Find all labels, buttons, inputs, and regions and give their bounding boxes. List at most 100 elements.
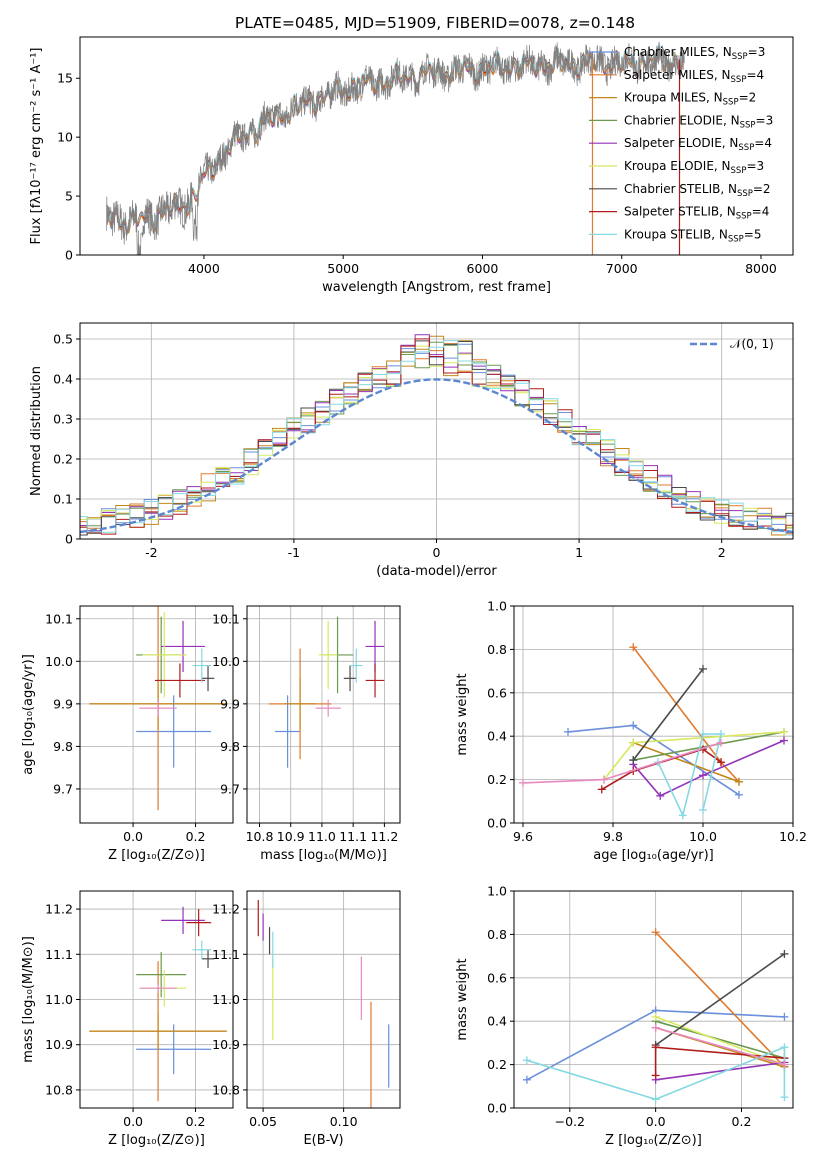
y-tick-label: 9.9 xyxy=(220,696,240,711)
x-tick-label: 11.0 xyxy=(308,829,336,844)
y-tick-label: 0.2 xyxy=(53,452,73,467)
x-axis-label: Z [log₁₀(Z/Z⊙)] xyxy=(108,848,205,863)
histogram-step-line xyxy=(80,340,793,536)
y-axis-label: mass [log₁₀(M/M⊙)] xyxy=(21,936,36,1063)
mass-weight-vs-age-panel: 9.6 9.8 10.0 10.2 0.0 0.2 0.4 0.6 0.8 1.0 age [log… xyxy=(455,599,807,864)
y-tick-label: 0.0 xyxy=(487,816,507,831)
y-tick-label: 0.2 xyxy=(487,1057,507,1072)
y-tick-label: 10.1 xyxy=(45,611,73,626)
y-tick-label: 11.1 xyxy=(212,947,240,962)
y-tick-label: 11.0 xyxy=(212,992,240,1007)
x-axis-label: (data-model)/error xyxy=(376,564,497,579)
age-vs-mass-panel: 10.8 10.9 11.0 11.1 11.2 9.7 9.8 9.9 10.0 10.1 mas… xyxy=(212,605,401,863)
age-vs-z-panel: 0.0 0.2 9.7 9.8 9.9 10.0 10.1 Z [log₁₀(Z/Z⊙)] ag… xyxy=(21,605,234,863)
model-spectrum-line xyxy=(106,45,685,231)
histogram-step-line xyxy=(80,340,793,536)
axes-frame xyxy=(79,605,234,824)
legend-entry: Kroupa STELIB, NSSP=5 xyxy=(624,227,762,244)
mass-vs-z-panel: 0.0 0.2 10.8 10.9 11.0 11.1 11.2 Z [log₁₀(Z/Z⊙)… xyxy=(21,890,234,1148)
observed-spectrum-line xyxy=(106,41,685,255)
y-tick-label: 10.0 xyxy=(212,654,240,669)
mass-weight-line xyxy=(655,953,785,1046)
y-tick-label: 11.2 xyxy=(45,902,73,917)
y-tick-label: 1.0 xyxy=(487,599,507,614)
x-tick-label: 0.05 xyxy=(249,1114,277,1129)
mass-vs-ebv-panel: 0.05 0.10 10.8 10.9 11.0 11.1 11.2 E(B-V) xyxy=(212,890,401,1148)
mass-weight-line xyxy=(526,1046,786,1101)
legend-entry: Salpeter MILES, NSSP=4 xyxy=(624,68,764,85)
y-tick-label: 0.8 xyxy=(487,927,507,942)
normal-curve-line xyxy=(80,378,793,534)
legend-entry: Salpeter STELIB, NSSP=4 xyxy=(624,205,769,222)
x-tick-label: 0 xyxy=(433,545,441,560)
x-tick-label: 0.0 xyxy=(646,1114,666,1129)
x-tick-label: 11.2 xyxy=(370,829,398,844)
x-tick-label: 0.0 xyxy=(123,1114,143,1129)
x-tick-label: 6000 xyxy=(467,261,499,276)
y-tick-label: 0.3 xyxy=(53,412,73,427)
legend-entry: Chabrier STELIB, NSSP=2 xyxy=(624,182,771,199)
model-spectrum-line xyxy=(106,47,685,234)
legend-entry: Chabrier MILES, NSSP=3 xyxy=(624,45,765,62)
y-tick-label: 10.0 xyxy=(45,654,73,669)
x-axis-label: wavelength [Angstrom, rest frame] xyxy=(322,280,551,295)
y-axis-label: mass weight xyxy=(455,958,470,1040)
y-tick-label: 0.6 xyxy=(487,685,507,700)
histogram-lines xyxy=(80,334,793,536)
x-tick-label: 1 xyxy=(575,545,583,560)
errorbars xyxy=(257,900,390,1108)
axes-frame xyxy=(513,605,794,824)
y-tick-label: 11.0 xyxy=(45,992,73,1007)
x-tick-label: 0.2 xyxy=(186,829,206,844)
y-tick-label: 10.8 xyxy=(212,1082,240,1097)
y-tick-label: 0.1 xyxy=(53,492,73,507)
model-spectrum-line xyxy=(106,43,685,231)
model-spectrum-line xyxy=(106,46,685,234)
x-tick-label: 0.0 xyxy=(123,829,143,844)
mass-weight-line xyxy=(632,668,704,761)
mass-weight-line xyxy=(655,1020,785,1059)
axes-frame xyxy=(79,36,794,256)
errorbars xyxy=(268,616,385,768)
y-tick-label: 1.0 xyxy=(487,884,507,899)
x-tick-label: 0.10 xyxy=(330,1114,358,1129)
mass-weight-vs-z-panel: −0.2 0.0 0.2 0.0 0.2 0.4 0.6 0.8 1.0 Z [log₁₀(Z/Z… xyxy=(455,884,794,1148)
y-tick-label: 0.4 xyxy=(487,729,507,744)
y-tick-label: 11.2 xyxy=(212,902,240,917)
x-tick-label: 10.9 xyxy=(277,829,305,844)
model-spectrum-line xyxy=(106,48,685,233)
mass-weight-line xyxy=(655,1016,785,1066)
y-tick-label: 0.8 xyxy=(487,642,507,657)
errorbars xyxy=(89,906,227,1102)
y-tick-label: 9.8 xyxy=(53,739,73,754)
y-axis-label: Normed distribution xyxy=(29,366,44,496)
axes-frame xyxy=(513,890,794,1109)
histogram-step-line xyxy=(80,338,793,535)
x-tick-label: 7000 xyxy=(606,261,638,276)
mass-weight-line xyxy=(633,741,740,783)
mass-weight-line xyxy=(655,1026,785,1066)
x-axis-label: Z [log₁₀(Z/Z⊙)] xyxy=(108,1133,205,1148)
x-tick-label: 5000 xyxy=(327,261,359,276)
x-tick-label: -1 xyxy=(288,545,300,560)
x-tick-label: 10.2 xyxy=(779,829,807,844)
y-tick-label: 10 xyxy=(57,130,73,145)
y-tick-label: 0 xyxy=(65,532,73,547)
spectrum-panel: 4000 5000 6000 7000 8000 0 5 10 15 wavelength [An… xyxy=(29,36,794,295)
mass-weight-line xyxy=(655,1061,785,1081)
y-tick-label: 0 xyxy=(65,248,73,263)
x-axis-label: mass [log₁₀(M/M⊙)] xyxy=(260,848,387,863)
model-spectrum-line xyxy=(106,48,685,231)
y-tick-label: 0.4 xyxy=(53,372,73,387)
y-tick-label: 10.8 xyxy=(45,1082,73,1097)
y-tick-label: 0.2 xyxy=(487,772,507,787)
legend-entry: Kroupa ELODIE, NSSP=3 xyxy=(624,159,764,176)
legend: Chabrier MILES, NSSP=3 Salpeter MILES, NS… xyxy=(589,45,773,244)
axes-frame xyxy=(246,605,401,824)
x-tick-label: −0.2 xyxy=(555,1114,585,1129)
y-tick-label: 9.7 xyxy=(220,781,240,796)
y-axis-label: Flux [fλ10⁻¹⁷ erg cm⁻² s⁻¹ A⁻¹] xyxy=(29,48,44,245)
spectrum-lines xyxy=(106,41,685,255)
x-tick-label: 11.1 xyxy=(339,829,367,844)
y-tick-label: 0.6 xyxy=(487,970,507,985)
